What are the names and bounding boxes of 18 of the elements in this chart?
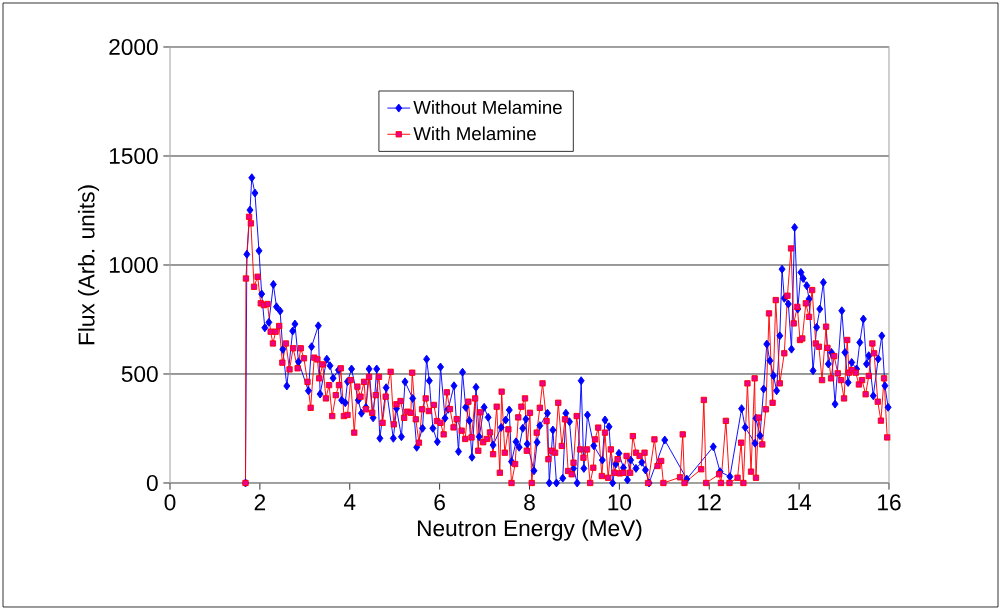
x-tick-label: 4 (343, 494, 356, 510)
x-tick-label: 12 (698, 494, 721, 511)
x-tick-label: 10 (608, 494, 632, 511)
x-tick-label: 16 (878, 494, 901, 511)
legend-label: Without Melamine (413, 100, 562, 115)
y-tick-label: 0 (146, 474, 158, 492)
x-tick-label: 14 (788, 494, 812, 510)
y-tick-label: 1500 (109, 147, 158, 165)
x-tick-label: 0 (164, 494, 176, 511)
x-tick-label: 6 (434, 494, 445, 511)
legend-label: With Melamine (413, 126, 536, 141)
x-tick-label: 8 (524, 494, 535, 511)
y-axis-title: Flux (Arb. units) (77, 185, 100, 345)
y-tick-label: 2000 (109, 38, 158, 56)
y-tick-label: 500 (121, 365, 158, 383)
y-tick-label: 1000 (109, 256, 158, 274)
x-tick-label: 2 (254, 494, 266, 511)
x-axis-title: Neutron Energy (MeV) (417, 519, 642, 541)
